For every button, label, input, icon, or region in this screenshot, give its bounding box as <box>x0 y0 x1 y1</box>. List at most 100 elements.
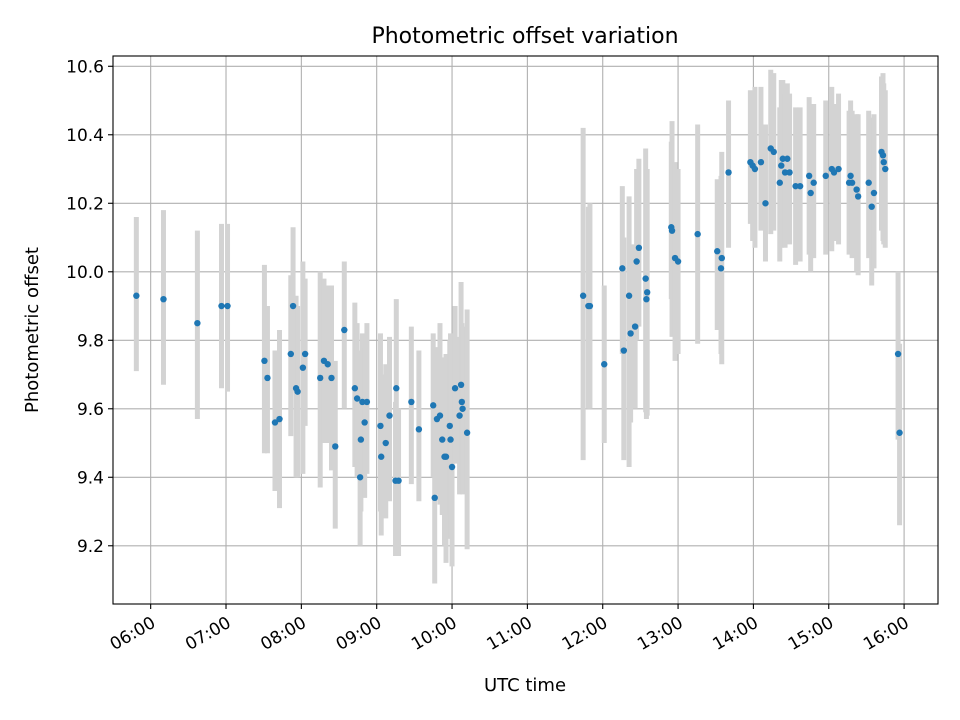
data-point <box>324 361 331 368</box>
data-point <box>868 203 875 210</box>
y-tick-label: 9.2 <box>77 537 104 557</box>
y-tick-label: 9.4 <box>77 468 104 488</box>
data-point <box>287 350 295 358</box>
plot-frame <box>112 55 939 605</box>
data-point <box>218 302 225 310</box>
x-axis-label: UTC time <box>484 675 566 696</box>
data-point <box>299 364 307 371</box>
data-point <box>870 189 878 197</box>
data-point <box>194 319 201 327</box>
data-point <box>447 436 454 443</box>
data-point <box>442 453 450 460</box>
data-point <box>382 439 389 447</box>
data-point <box>619 265 626 272</box>
data-point <box>316 374 324 382</box>
data-point <box>854 193 862 200</box>
chart-title: Photometric offset variation <box>371 24 678 49</box>
data-point <box>430 402 437 409</box>
data-point <box>779 155 786 162</box>
data-point <box>351 385 359 392</box>
data-point <box>386 412 393 419</box>
data-point <box>415 426 423 433</box>
data-point <box>631 323 639 330</box>
data-point <box>635 244 643 251</box>
data-point <box>457 381 465 388</box>
data-point <box>896 429 903 436</box>
y-tick-label: 9.8 <box>77 331 104 351</box>
data-point <box>643 289 651 296</box>
data-point <box>353 395 361 402</box>
data-point <box>882 165 889 173</box>
data-point <box>620 347 628 354</box>
data-point <box>276 415 283 423</box>
data-point <box>328 374 335 382</box>
data-point <box>625 292 633 299</box>
data-point <box>301 350 309 358</box>
data-point <box>357 436 365 443</box>
data-point <box>377 422 384 430</box>
data-point <box>579 292 587 299</box>
data-point <box>359 398 366 406</box>
data-point <box>356 474 364 481</box>
data-point <box>847 172 854 180</box>
data-point <box>395 477 402 484</box>
y-tick-label: 10.2 <box>66 194 104 214</box>
data-point <box>456 412 463 419</box>
data-point <box>757 158 765 166</box>
data-point <box>894 350 902 358</box>
data-point <box>224 302 231 310</box>
data-point <box>807 189 814 197</box>
data-point <box>880 158 887 166</box>
data-point <box>451 385 459 392</box>
y-tick-label: 10.6 <box>66 57 104 77</box>
data-point <box>694 230 701 238</box>
data-points <box>133 145 903 502</box>
data-point <box>133 292 140 299</box>
data-point <box>586 302 594 310</box>
y-tick-label: 10.4 <box>66 126 104 146</box>
data-point <box>776 179 783 186</box>
y-tick-label: 10.0 <box>66 263 104 283</box>
data-point <box>627 330 634 337</box>
data-point <box>822 172 829 180</box>
data-point <box>668 227 676 234</box>
data-point <box>865 179 872 186</box>
data-point <box>796 182 804 190</box>
data-point <box>633 258 640 265</box>
data-point <box>762 200 769 207</box>
data-point <box>792 182 799 190</box>
data-point <box>436 412 444 419</box>
data-point <box>642 275 649 282</box>
y-tick-label: 9.6 <box>77 400 104 420</box>
data-point <box>463 429 471 436</box>
data-point <box>160 295 167 303</box>
data-point <box>751 165 759 173</box>
data-point <box>448 463 456 471</box>
data-point <box>264 374 271 382</box>
y-axis-label: Photometric offset <box>22 247 43 413</box>
data-point <box>408 398 415 406</box>
data-point <box>294 388 301 395</box>
data-point <box>378 453 385 460</box>
data-point <box>446 422 453 430</box>
data-point <box>332 443 339 450</box>
data-point <box>271 419 279 426</box>
data-point <box>805 172 813 180</box>
data-point <box>431 494 438 502</box>
data-point <box>439 436 446 443</box>
data-point <box>778 162 785 169</box>
data-point <box>725 169 732 176</box>
data-point <box>393 385 400 392</box>
y-axis-ticks: 9.2 9.4 9.6 9.8 10.0 10.2 10.4 10.6 <box>66 57 113 557</box>
data-point <box>717 265 725 272</box>
data-point <box>830 169 838 176</box>
data-point <box>363 398 371 406</box>
data-point <box>458 398 466 406</box>
data-point <box>853 186 860 193</box>
data-point <box>289 302 297 310</box>
data-point <box>781 169 789 176</box>
data-point <box>810 179 817 186</box>
data-point <box>879 152 887 159</box>
data-point <box>643 295 650 303</box>
